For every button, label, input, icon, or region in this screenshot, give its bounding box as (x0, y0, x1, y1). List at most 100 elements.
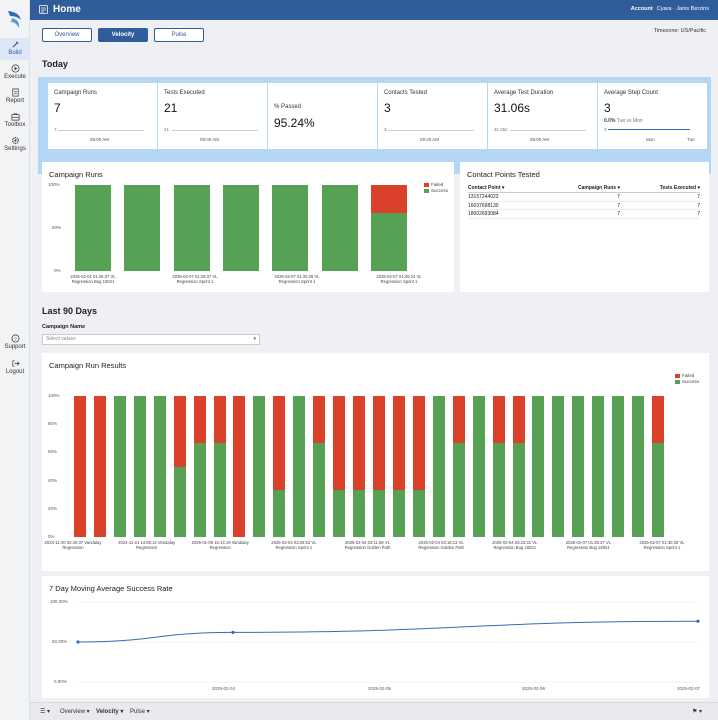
x-tick-label: 2025-02-01 01:25:37 VL Regression Bug 180… (58, 274, 128, 284)
y-tick: 0% (54, 268, 61, 273)
sparkline-value: 31.06s (494, 127, 508, 132)
account-label: Account (630, 6, 653, 12)
sidebar-item-logout[interactable]: Logout (0, 359, 30, 375)
legend-label: Failed (682, 373, 695, 378)
sidebar-item-execute[interactable]: Execute (0, 64, 30, 80)
table-header: Contact Point ▾ Campaign Runs ▾ Tests Ex… (468, 184, 700, 193)
menu-icon[interactable]: ☰ ▾ (40, 709, 51, 715)
bar-success (432, 396, 445, 537)
bar-success (253, 396, 266, 537)
x-tick-date: 2025-02-01 01:25:37 VL (70, 274, 116, 279)
dashboard-icon (39, 5, 48, 14)
tab-pulse[interactable]: Pulse (154, 28, 204, 42)
sidebar-item-support[interactable]: ? Support (0, 334, 30, 350)
bar-success (552, 396, 565, 537)
y-tick: 0.00% (54, 679, 67, 684)
tab-velocity[interactable]: Velocity (98, 28, 148, 42)
legend-item-failed: Failed (424, 182, 448, 188)
main-content: Overview Velocity Pulse Timezone: US/Pac… (30, 20, 718, 700)
bookmark-icon[interactable]: ⚑ ▾ (692, 709, 703, 715)
bottom-tab-velocity[interactable]: Velocity ▾ (96, 709, 124, 715)
sort-icon[interactable]: ▾ (617, 185, 620, 191)
kpi-title: Tests Executed (164, 90, 205, 96)
x-tick-date: 2025-02-04 03:11:58 VL (345, 540, 390, 545)
sparkline (388, 130, 474, 131)
bar-success (273, 490, 286, 537)
x-tick-date: 2025-02-07 01:30:28 VL (274, 274, 320, 279)
cell: 7 (617, 211, 620, 217)
sparkline-tick: Tue (687, 137, 695, 142)
bar-success (392, 490, 405, 537)
sparkline (58, 130, 144, 131)
chart-title: Campaign Runs (49, 170, 103, 179)
chevron-down-icon: ▾ (253, 336, 256, 342)
kpi-title: Campaign Runs (54, 90, 98, 96)
kpi-title: Contacts Tested (384, 90, 427, 96)
sidebar-item-settings[interactable]: Settings (0, 136, 30, 152)
column-label: Contact Point (468, 185, 501, 191)
x-tick-campaign: Regression Sprint 1 (643, 545, 681, 550)
y-tick: 100% (48, 182, 60, 187)
y-tick: 60% (48, 449, 58, 455)
x-tick-date: 2024-11-21 14:56:14 Vandalay (118, 540, 176, 545)
campaign-name-select[interactable]: Select values ▾ (42, 334, 260, 345)
moving-average-panel: 7 Day Moving Average Success Rate 100.00… (42, 576, 709, 698)
column-header-contact-point[interactable]: Contact Point ▾ (468, 184, 540, 192)
bottom-tab-bar: ☰ ▾ Overview ▾ Velocity ▾ Pulse ▾ ⚑ ▾ (30, 702, 718, 720)
today-heading: Today (42, 59, 68, 69)
bottom-tab-overview[interactable]: Overview ▾ (60, 709, 90, 715)
bar-failed (233, 396, 246, 537)
change-value: 0.0% (604, 118, 616, 124)
legend-swatch (424, 188, 429, 193)
bar-success (173, 466, 186, 537)
x-tick-campaign: Regression Sprint 1 (275, 545, 313, 550)
contact-points-panel: Contact Points Tested Contact Point ▾ Ca… (460, 162, 709, 292)
x-tick-campaign: Regression (209, 545, 231, 550)
legend-item-success: Success (424, 188, 448, 194)
kpi-campaign-runs: Campaign Runs 7 7 09:00 AM (48, 83, 157, 149)
y-tick: 100.00% (50, 599, 68, 604)
column-label: Campaign Runs (578, 185, 617, 191)
bar-success (213, 442, 226, 537)
sort-icon[interactable]: ▾ (501, 185, 505, 191)
x-tick-label: 2024-11-21 14:56:14 Vandalay Regression (116, 540, 178, 550)
cell: 18002693084 (468, 211, 499, 217)
x-tick-campaign: Regression Sprint 1 (176, 279, 214, 284)
page-title: Home (53, 4, 81, 15)
last-90-days-heading: Last 90 Days (42, 306, 98, 316)
sort-icon[interactable]: ▾ (697, 185, 700, 191)
x-tick-label: 2025-02-07 01:30:28 VL Regression Sprint … (262, 274, 332, 284)
tab-overview[interactable]: Overview (42, 28, 92, 42)
sidebar-item-build[interactable]: Build (0, 38, 30, 60)
bottom-tab-label: Overview (60, 709, 86, 715)
bottom-tab-label: Velocity (96, 709, 119, 715)
moving-average-plot (76, 601, 700, 683)
legend-label: Success (682, 379, 700, 384)
bar-success (113, 396, 126, 537)
x-tick-date: 2025-01-09 15:14:19 Vandalay (191, 540, 249, 545)
y-tick: 40% (48, 477, 58, 483)
kpi-title: Average Step Count (604, 90, 658, 96)
account-info[interactable]: Account Cyara · Janis Berzins (631, 6, 709, 12)
kpi-value: 21 (164, 101, 178, 115)
sidebar-item-report[interactable]: Report (0, 88, 30, 104)
kpi-tests-executed: Tests Executed 21 21 09:00 AM (158, 83, 267, 149)
bar-failed (652, 396, 665, 443)
sidebar-item-toolbox[interactable]: Toolbox (0, 112, 30, 128)
x-tick-date: 2025-02-04 03:26:53 VL (271, 540, 317, 545)
x-tick-date: 2025-02-07 01:49:24 VL (376, 274, 422, 279)
bar-success (223, 185, 259, 271)
legend-swatch (675, 373, 680, 378)
x-tick-label: 2025-02-07 01:30:28 VL Regression Sprint … (631, 540, 693, 550)
sparkline (608, 129, 690, 130)
chart-legend: Failed Success (675, 373, 699, 385)
bottom-tab-pulse[interactable]: Pulse ▾ (130, 709, 150, 715)
bar-success (333, 490, 346, 537)
sidebar-item-label: Support (4, 344, 26, 350)
x-tick-label: 2024-11-20 02:40:37 Vandalay Regression (42, 540, 104, 550)
bar-success (492, 442, 505, 537)
column-header-tests-executed[interactable]: Tests Executed ▾ (620, 184, 700, 192)
bar-success (632, 396, 645, 537)
cell: 7 (617, 202, 620, 209)
column-header-campaign-runs[interactable]: Campaign Runs ▾ (540, 184, 620, 192)
